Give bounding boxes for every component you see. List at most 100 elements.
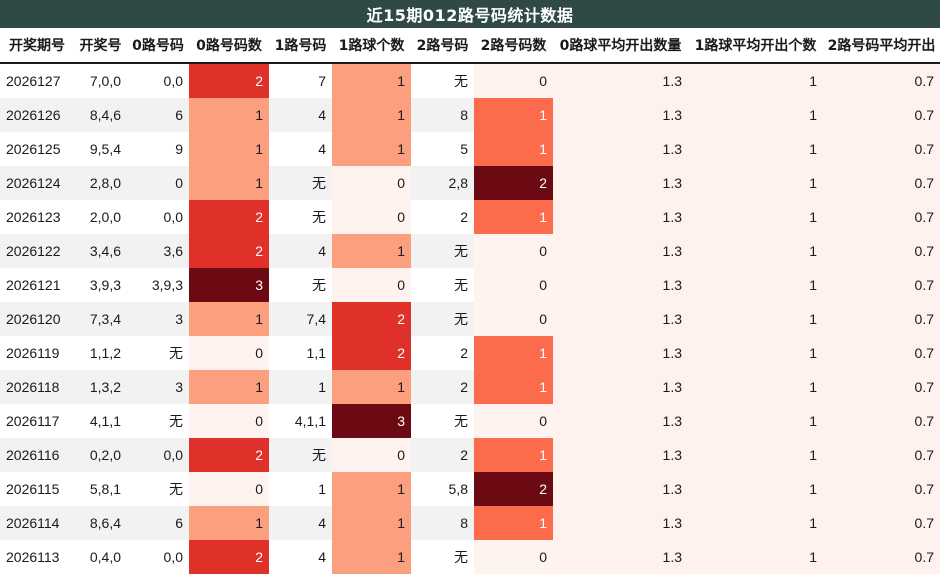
cell-draw: 2,0,0 <box>74 200 127 234</box>
cell-route0-count: 2 <box>189 200 269 234</box>
cell-route2-numbers: 无 <box>411 234 474 268</box>
cell-route0-average: 1.3 <box>553 268 688 302</box>
cell-route0-average: 1.3 <box>553 98 688 132</box>
cell-route2-average: 0.7 <box>823 540 940 574</box>
cell-route0-numbers: 6 <box>127 98 189 132</box>
cell-route2-count: 0 <box>474 540 553 574</box>
cell-draw: 2,8,0 <box>74 166 127 200</box>
cell-route1-numbers: 7,4 <box>269 302 332 336</box>
cell-route0-numbers: 0,0 <box>127 438 189 472</box>
cell-route0-numbers: 3,9,3 <box>127 268 189 302</box>
table-title: 近15期012路号码统计数据 <box>0 0 940 28</box>
cell-route1-average: 1 <box>688 336 823 370</box>
cell-draw: 3,9,3 <box>74 268 127 302</box>
cell-route1-count: 0 <box>332 438 411 472</box>
cell-route1-numbers: 1,1 <box>269 336 332 370</box>
cell-route1-count: 1 <box>332 234 411 268</box>
cell-draw: 3,4,6 <box>74 234 127 268</box>
cell-route0-count: 2 <box>189 63 269 98</box>
cell-route2-numbers: 8 <box>411 98 474 132</box>
cell-route2-average: 0.7 <box>823 302 940 336</box>
cell-period: 2026114 <box>0 506 74 540</box>
cell-draw: 8,4,6 <box>74 98 127 132</box>
cell-period: 2026127 <box>0 63 74 98</box>
cell-route0-count: 2 <box>189 540 269 574</box>
cell-route2-numbers: 2 <box>411 200 474 234</box>
column-header-route0-numbers: 0路号码 <box>127 28 189 64</box>
stats-table: 开奖期号 开奖号 0路号码 0路号码数 1路号码 1路球个数 2路号码 2路号码… <box>0 28 940 574</box>
cell-route2-count: 1 <box>474 336 553 370</box>
cell-route2-average: 0.7 <box>823 63 940 98</box>
table-row: 2026120 7,3,4 3 1 7,4 2 无 0 1.3 1 0.7 <box>0 302 940 336</box>
column-header-route0-count: 0路号码数 <box>189 28 269 64</box>
cell-route0-average: 1.3 <box>553 234 688 268</box>
column-header-route1-count: 1路球个数 <box>332 28 411 64</box>
cell-route1-numbers: 无 <box>269 268 332 302</box>
cell-route0-numbers: 6 <box>127 506 189 540</box>
cell-route1-numbers: 7 <box>269 63 332 98</box>
cell-period: 2026119 <box>0 336 74 370</box>
cell-route1-average: 1 <box>688 506 823 540</box>
cell-route1-numbers: 1 <box>269 472 332 506</box>
cell-route2-numbers: 5 <box>411 132 474 166</box>
cell-route1-count: 1 <box>332 98 411 132</box>
cell-route1-average: 1 <box>688 200 823 234</box>
column-header-route1-average: 1路球平均开出个数 <box>688 28 823 64</box>
cell-route2-average: 0.7 <box>823 472 940 506</box>
cell-route2-numbers: 无 <box>411 302 474 336</box>
cell-route2-count: 1 <box>474 200 553 234</box>
cell-route0-average: 1.3 <box>553 540 688 574</box>
cell-route2-count: 0 <box>474 404 553 438</box>
cell-route2-count: 0 <box>474 63 553 98</box>
table-row: 2026127 7,0,0 0,0 2 7 1 无 0 1.3 1 0.7 <box>0 63 940 98</box>
cell-route2-average: 0.7 <box>823 234 940 268</box>
cell-period: 2026113 <box>0 540 74 574</box>
cell-route1-count: 1 <box>332 540 411 574</box>
cell-draw: 1,1,2 <box>74 336 127 370</box>
cell-route0-count: 2 <box>189 234 269 268</box>
cell-route1-numbers: 4 <box>269 132 332 166</box>
cell-route0-numbers: 3,6 <box>127 234 189 268</box>
cell-route0-numbers: 无 <box>127 472 189 506</box>
cell-route0-numbers: 无 <box>127 336 189 370</box>
cell-route2-average: 0.7 <box>823 438 940 472</box>
table-row: 2026118 1,3,2 3 1 1 1 2 1 1.3 1 0.7 <box>0 370 940 404</box>
cell-route1-average: 1 <box>688 540 823 574</box>
column-header-route0-average: 0路球平均开出数量 <box>553 28 688 64</box>
cell-route1-average: 1 <box>688 404 823 438</box>
cell-route0-count: 3 <box>189 268 269 302</box>
cell-route0-average: 1.3 <box>553 336 688 370</box>
cell-period: 2026125 <box>0 132 74 166</box>
cell-period: 2026121 <box>0 268 74 302</box>
cell-route0-numbers: 9 <box>127 132 189 166</box>
cell-period: 2026124 <box>0 166 74 200</box>
cell-route1-numbers: 无 <box>269 200 332 234</box>
cell-draw: 4,1,1 <box>74 404 127 438</box>
cell-route0-numbers: 0,0 <box>127 63 189 98</box>
cell-period: 2026126 <box>0 98 74 132</box>
cell-route2-average: 0.7 <box>823 166 940 200</box>
cell-draw: 0,2,0 <box>74 438 127 472</box>
cell-route1-count: 0 <box>332 268 411 302</box>
cell-route1-count: 2 <box>332 336 411 370</box>
cell-route2-count: 1 <box>474 132 553 166</box>
cell-route0-count: 2 <box>189 438 269 472</box>
cell-route2-average: 0.7 <box>823 268 940 302</box>
cell-route2-count: 1 <box>474 370 553 404</box>
table-row: 2026114 8,6,4 6 1 4 1 8 1 1.3 1 0.7 <box>0 506 940 540</box>
cell-route0-count: 0 <box>189 404 269 438</box>
cell-route0-average: 1.3 <box>553 200 688 234</box>
cell-draw: 7,3,4 <box>74 302 127 336</box>
cell-route0-count: 0 <box>189 336 269 370</box>
cell-route0-numbers: 无 <box>127 404 189 438</box>
column-header-route2-average: 2路号码平均开出 <box>823 28 940 64</box>
cell-route1-count: 1 <box>332 506 411 540</box>
cell-route1-average: 1 <box>688 132 823 166</box>
cell-draw: 1,3,2 <box>74 370 127 404</box>
cell-route2-average: 0.7 <box>823 404 940 438</box>
cell-route2-count: 0 <box>474 268 553 302</box>
cell-route1-count: 1 <box>332 472 411 506</box>
cell-route1-count: 2 <box>332 302 411 336</box>
cell-route1-numbers: 4 <box>269 540 332 574</box>
table-row: 2026121 3,9,3 3,9,3 3 无 0 无 0 1.3 1 0.7 <box>0 268 940 302</box>
